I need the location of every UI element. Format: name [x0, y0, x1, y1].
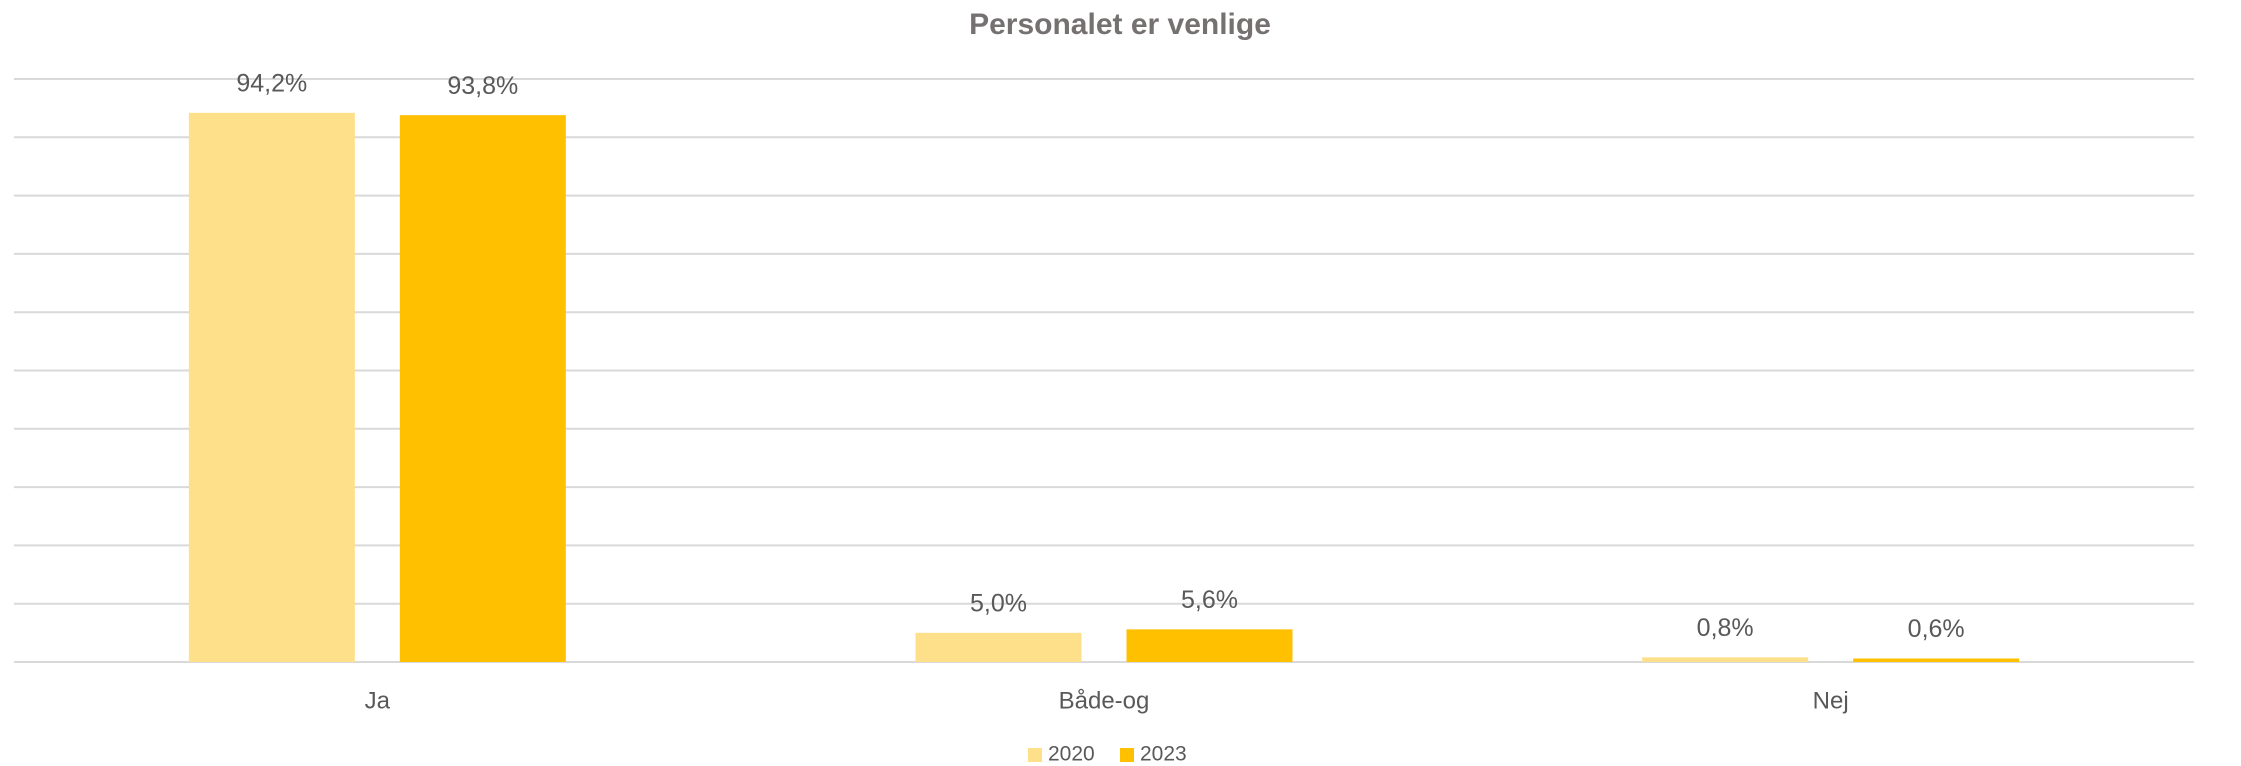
bar: [399, 115, 566, 663]
legend-swatch: [1120, 748, 1134, 762]
legend-label: 2020: [1048, 743, 1095, 766]
x-tick-label: Ja: [365, 687, 391, 714]
bar: [188, 112, 355, 662]
data-label: 94,2%: [236, 69, 307, 97]
bar: [915, 632, 1082, 662]
data-label: 0,8%: [1697, 614, 1754, 642]
x-tick-label: Nej: [1813, 687, 1849, 714]
data-label: 0,6%: [1908, 615, 1965, 643]
bar: [1853, 658, 2020, 662]
x-tick-label: Både-og: [1059, 687, 1150, 714]
bar: [1642, 657, 1809, 662]
data-label: 93,8%: [447, 72, 518, 100]
chart-title: Personalet er venlige: [969, 8, 1271, 41]
legend-label: 2023: [1140, 743, 1187, 766]
data-label: 5,6%: [1181, 586, 1238, 614]
legend-swatch: [1028, 748, 1042, 762]
bar: [1126, 629, 1293, 662]
data-label: 5,0%: [970, 589, 1027, 617]
